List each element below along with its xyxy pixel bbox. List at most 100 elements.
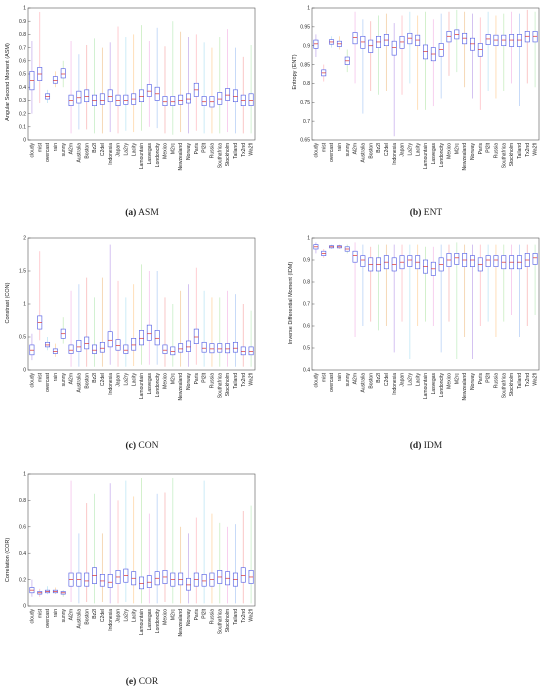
x-tick-label: Russia [210, 143, 216, 159]
x-tick-label: Mexico [163, 609, 169, 625]
box-iqr [139, 576, 144, 590]
box-iqr [352, 32, 358, 45]
box-pl2lt [485, 244, 491, 322]
box-iqr [162, 344, 168, 354]
box-lacity [131, 284, 137, 367]
x-tick-label: Stockholm [225, 143, 231, 166]
x-tick-label: Bz2l [376, 373, 382, 383]
box-tx2nd [524, 9, 530, 84]
box-stockholm [225, 526, 231, 604]
y-tick-label: 1 [23, 472, 26, 478]
box-pl2lt [485, 11, 491, 91]
y-tick-label: 1.5 [19, 269, 26, 275]
y-tick-label: 0.4 [19, 551, 26, 557]
x-tick-label: mist [37, 608, 43, 618]
box-southafrica [501, 13, 507, 91]
x-tick-label: Russia [494, 373, 500, 389]
box-norway [186, 284, 191, 367]
x-tick-label: Boston [84, 373, 90, 389]
x-tick-label: mist [321, 142, 327, 152]
box-iqr [186, 93, 191, 104]
box-iqr [423, 44, 428, 60]
box-iqr [485, 34, 491, 45]
box-boston [368, 21, 374, 91]
box-indonesia [107, 42, 113, 133]
box-japan [115, 280, 121, 367]
x-tick-label: Lamountain [139, 373, 145, 399]
box-iqr [248, 346, 254, 356]
x-tick-label: Londoncity [155, 373, 161, 398]
x-tick-label: Lacity [131, 143, 137, 157]
x-tick-label: Stockholm [225, 609, 231, 632]
x-tick-label: Mexico [447, 373, 453, 389]
x-tick-label: Japan [116, 609, 122, 623]
box-iqr [60, 68, 66, 79]
box-iqr [532, 31, 538, 43]
box-australia [76, 54, 82, 130]
x-tick-label: Paris [194, 143, 200, 155]
x-tick-label: Indonesia [108, 143, 114, 165]
box-norway [470, 244, 475, 359]
box-indonesia [391, 244, 397, 353]
box-newzealand [178, 31, 184, 133]
box-iqr [170, 346, 176, 356]
box-wa2fl [532, 244, 538, 315]
box-iqr [52, 76, 58, 84]
x-tick-label: Russia [210, 609, 216, 625]
box-norway [186, 533, 191, 604]
box-iqr [493, 34, 499, 47]
box-c2del [383, 244, 389, 326]
box-boston [368, 246, 374, 322]
box-iqr [313, 39, 319, 49]
y-tick-label: 0.65 [300, 138, 310, 144]
box-lamountain [139, 264, 144, 365]
box-mist [321, 64, 327, 82]
x-tick-label: La2ry [123, 373, 129, 386]
x-tick-label: Lamountain [423, 373, 429, 399]
x-tick-label: Tx2nd [241, 143, 247, 157]
box-c2del [99, 277, 105, 367]
box-tx2nd [240, 304, 246, 367]
y-tick-label: 0 [23, 138, 26, 144]
box-cloudy [29, 333, 35, 361]
x-tick-label: Wa2fl [249, 373, 255, 386]
box-bz2l [92, 297, 97, 367]
box-al2m [352, 11, 358, 84]
box-rain [52, 587, 58, 595]
box-m2rc [170, 477, 176, 604]
x-tick-label: Indonesia [392, 143, 398, 165]
x-tick-label: Norway [470, 143, 476, 160]
x-tick-label: Paris [194, 373, 200, 385]
plot-area-con: 0 0.5 1 1.5 2 cloudy mist overcast rain sunny Al2m… [19, 236, 256, 401]
x-tick-label: Indonesia [108, 609, 114, 631]
x-tick-label: Indonesia [392, 373, 398, 395]
x-tick-label: Pl2lt [202, 608, 208, 618]
box-lamountain [423, 11, 428, 110]
panel-caption: (a) ASM [125, 207, 159, 218]
box-tx2nd [524, 244, 530, 326]
box-iqr [493, 255, 499, 267]
x-tick-label: Pl2lt [486, 142, 492, 152]
caption-text: COR [139, 677, 159, 687]
x-tick-label: Pl2lt [202, 372, 208, 382]
x-tick-label: Wa2fl [533, 143, 539, 156]
box-iqr [146, 84, 152, 97]
box-sunny [344, 244, 350, 254]
x-tick-label: C2del [384, 373, 390, 386]
box-la2ry [123, 297, 129, 367]
y-tick-label: 0.8 [303, 81, 310, 87]
box-iqr [107, 574, 113, 588]
box-mexico [162, 46, 168, 134]
box-japan [115, 500, 121, 604]
box-londoncity [438, 13, 444, 99]
box-tailand [516, 13, 522, 107]
x-tick-label: Lamountain [423, 143, 429, 169]
box-c2del [383, 13, 389, 91]
y-tick-label: 0.3 [19, 98, 26, 104]
x-tick-label: Lasvegas [147, 143, 153, 165]
box-iqr [209, 343, 215, 354]
x-tick-label: sunny [61, 143, 67, 157]
x-tick-label: Londoncity [439, 143, 445, 168]
box-rain [336, 36, 342, 50]
